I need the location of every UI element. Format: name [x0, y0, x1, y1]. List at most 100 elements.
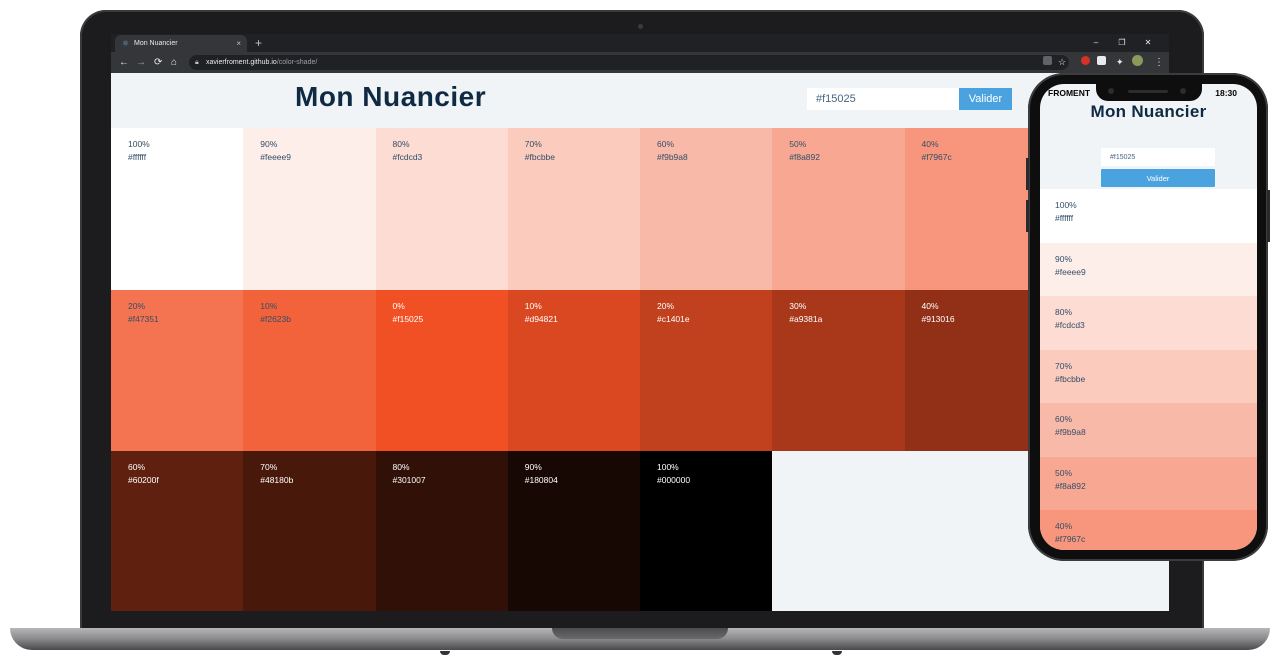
extension-red-icon[interactable]: [1081, 56, 1090, 65]
shade-percent: 10%: [260, 300, 278, 311]
shade-percent: 30%: [789, 300, 807, 311]
shade-percent: 100%: [128, 139, 150, 149]
mobile-shade-swatch[interactable]: 70% #fbcbbe: [1040, 349, 1257, 403]
shade-percent: 40%: [921, 139, 939, 149]
shade-percent: 60%: [128, 462, 146, 473]
reload-icon[interactable]: ⟳: [154, 57, 163, 68]
speaker-grille: [1128, 90, 1168, 93]
mobile-shade-swatch[interactable]: 80% #fcdcd3: [1040, 296, 1257, 350]
shade-percent: 90%: [260, 139, 278, 149]
minimize-button[interactable]: –: [1093, 38, 1099, 47]
translate-icon[interactable]: [1043, 56, 1052, 65]
mobile-page-title: Mon Nuancier: [1090, 102, 1207, 121]
shade-swatch[interactable]: 40% #913016: [904, 289, 1037, 452]
shade-hex: #913016: [921, 313, 955, 324]
mobile-color-input[interactable]: [1101, 148, 1215, 166]
shade-swatch[interactable]: 80% #301007: [375, 451, 508, 611]
shade-hex: #fcdcd3: [392, 152, 423, 162]
shade-hex: #60200f: [128, 475, 159, 486]
home-icon[interactable]: ⌂: [171, 57, 178, 68]
browser-menu-icon[interactable]: ⋮: [1154, 57, 1164, 68]
mobile-shade-swatch[interactable]: 90% #feeee9: [1040, 242, 1257, 296]
shade-hex: #f47351: [128, 313, 159, 324]
phone-notch: [1096, 84, 1202, 101]
shade-swatch[interactable]: 70% #48180b: [243, 451, 376, 611]
address-bar[interactable]: 🔒︎ xavierfroment.github.io/color-shade/: [189, 55, 1069, 70]
mobile-shade-hex: #fbcbbe: [1055, 373, 1086, 384]
mobile-shade-swatch[interactable]: 100% #ffffff: [1040, 189, 1257, 243]
page-title: Mon Nuancier: [295, 81, 487, 112]
shade-swatch[interactable]: 90% #180804: [507, 451, 640, 611]
laptop-opening-notch: [552, 628, 728, 639]
laptop-camera: [638, 24, 643, 29]
bookmark-star-icon[interactable]: ☆: [1058, 57, 1067, 67]
sensor-icon: [1108, 88, 1114, 94]
shade-percent: 70%: [524, 139, 542, 149]
browser-toolbar: ← → ⟳ ⌂ 🔒︎ xavierfroment.github.io/color…: [111, 52, 1169, 73]
shade-percent: 40%: [921, 300, 939, 311]
mobile-shade-swatch[interactable]: 60% #f9b9a8: [1040, 403, 1257, 457]
shade-swatch[interactable]: 100% #000000: [640, 451, 773, 611]
mobile-validate-button[interactable]: Valider: [1101, 169, 1215, 187]
shade-swatch[interactable]: 10% #d94821: [507, 289, 640, 452]
shade-swatch[interactable]: 0% #f15025: [375, 289, 508, 452]
shade-percent: 50%: [789, 139, 807, 149]
shade-swatch[interactable]: 30% #a9381a: [772, 289, 905, 452]
forward-icon[interactable]: →: [136, 57, 146, 68]
shade-swatch[interactable]: 20% #f47351: [111, 289, 244, 452]
shade-hex: #d94821: [524, 313, 558, 324]
shade-hex: #f15025: [392, 313, 424, 324]
react-favicon-icon: ⚛: [122, 39, 130, 48]
shade-hex: #a9381a: [789, 313, 823, 324]
shade-swatch[interactable]: 60% #f9b9a8: [640, 128, 773, 290]
validate-button[interactable]: Valider: [959, 88, 1012, 110]
window-controls: – ❐ ✕: [1083, 34, 1161, 52]
maximize-button[interactable]: ❐: [1118, 38, 1126, 47]
phone-power-button: [1267, 190, 1270, 242]
shade-hex: #f7967c: [921, 152, 952, 162]
status-time: 18:30: [1215, 88, 1237, 98]
shade-swatch[interactable]: 70% #fbcbbe: [507, 128, 640, 290]
back-icon[interactable]: ←: [119, 57, 129, 68]
close-window-button[interactable]: ✕: [1144, 38, 1152, 47]
shade-swatch[interactable]: 90% #feeee9: [243, 128, 376, 290]
shade-swatch[interactable]: 40% #f7967c: [904, 128, 1037, 290]
shade-percent: 20%: [657, 300, 675, 311]
extension-mail-icon[interactable]: [1097, 56, 1106, 65]
mobile-shade-swatch[interactable]: 40% #f7967c: [1040, 510, 1257, 550]
shade-swatch[interactable]: 20% #c1401e: [640, 289, 773, 452]
shade-hex: #301007: [392, 475, 426, 486]
shade-swatch[interactable]: 80% #fcdcd3: [375, 128, 508, 290]
carrier-label: FROMENT: [1048, 88, 1091, 98]
shade-percent: 0%: [392, 300, 405, 311]
shade-hex: #ffffff: [128, 152, 147, 162]
shade-hex: #feeee9: [260, 152, 291, 162]
laptop-base: [10, 628, 1270, 650]
mobile-shade-hex: #f7967c: [1055, 534, 1086, 544]
new-tab-button[interactable]: +: [255, 36, 263, 50]
shade-grid: 100% #ffffff 90% #feeee9 80% #fcdcd3 70% #fbcbb…: [111, 128, 1169, 611]
shade-swatch[interactable]: 10% #f2623b: [243, 289, 376, 452]
tab-close-icon[interactable]: ×: [236, 39, 241, 48]
shade-swatch[interactable]: 60% #60200f: [111, 451, 244, 611]
url-host: xavierfroment.github.io: [206, 59, 277, 66]
extensions-puzzle-icon[interactable]: ✦: [1116, 57, 1124, 67]
shade-swatch[interactable]: 100% #ffffff: [111, 128, 244, 290]
laptop-foot: [440, 651, 450, 655]
shade-hex: #180804: [524, 475, 558, 486]
front-camera-icon: [1180, 88, 1186, 94]
profile-avatar[interactable]: [1132, 55, 1143, 66]
mobile-shade-percent: 80%: [1055, 307, 1073, 317]
mobile-shade-percent: 100%: [1055, 200, 1077, 210]
shade-percent: 80%: [392, 139, 410, 149]
mobile-shade-percent: 50%: [1055, 467, 1073, 478]
shade-swatch[interactable]: 50% #f8a892: [772, 128, 905, 290]
mobile-shade-percent: 40%: [1055, 521, 1073, 531]
mobile-shade-hex: #feeee9: [1055, 266, 1086, 277]
browser-tab[interactable]: ⚛ Mon Nuancier ×: [115, 35, 247, 52]
shade-percent: 80%: [392, 462, 410, 473]
mobile-shade-swatch[interactable]: 50% #f8a892: [1040, 456, 1257, 510]
shade-percent: 90%: [524, 462, 542, 473]
color-input[interactable]: [807, 88, 959, 110]
url-path: /color-shade/: [276, 59, 318, 66]
